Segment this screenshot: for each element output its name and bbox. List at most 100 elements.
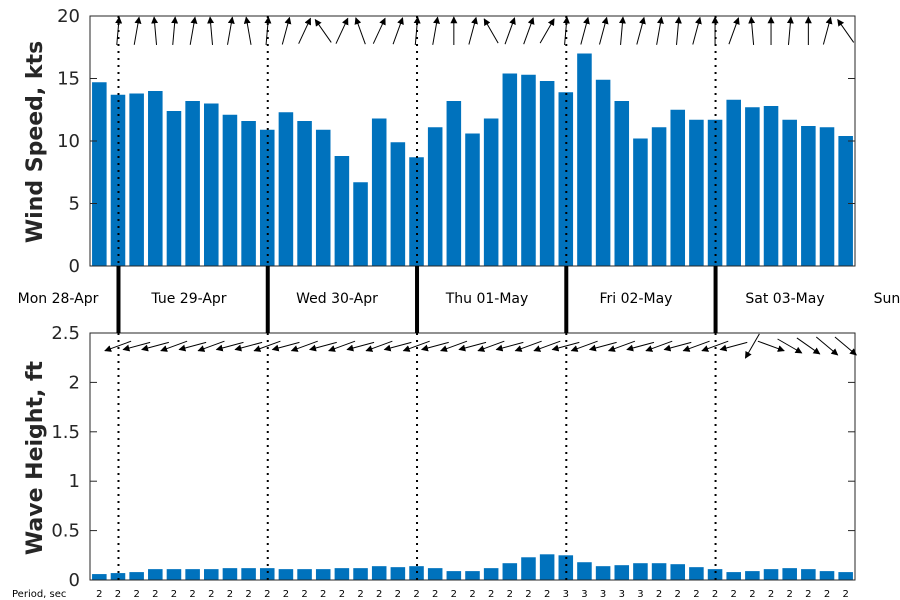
wave-direction-arrow	[834, 336, 857, 356]
wave-bar	[707, 569, 723, 580]
wave-direction-arrow	[365, 340, 393, 352]
wind-bar	[371, 118, 387, 266]
wave-bar	[297, 569, 312, 580]
wind-direction-arrow	[656, 16, 664, 45]
wave-bar	[371, 566, 387, 580]
wave-direction-arrow	[458, 341, 487, 352]
period-value: 2	[227, 589, 233, 600]
wave-bar	[259, 568, 275, 580]
wave-direction-arrow	[383, 341, 412, 352]
wave-bar	[539, 554, 555, 580]
wind-direction-arrow	[636, 16, 646, 45]
wind-bar	[166, 111, 182, 266]
wind-direction-arrow	[580, 16, 590, 45]
wave-direction-arrow	[122, 341, 151, 352]
period-value: 2	[451, 589, 457, 600]
wave-direction-arrow	[420, 341, 449, 352]
period-value: 2	[208, 589, 214, 600]
wind-direction-arrow	[171, 16, 179, 45]
wind-bar	[801, 126, 816, 266]
period-value: 3	[581, 589, 587, 600]
period-value: 3	[563, 589, 569, 600]
wave-direction-arrow	[160, 340, 188, 352]
wave-bar	[558, 555, 574, 580]
wave-bar	[427, 568, 443, 580]
period-value: 2	[787, 589, 793, 600]
wind-bar	[670, 109, 686, 266]
period-value: 2	[432, 589, 438, 600]
day-label: Mon 28-Apr	[18, 291, 99, 307]
wind-bar	[92, 82, 107, 266]
wave-direction-arrow	[402, 340, 430, 352]
wind-bar	[409, 157, 424, 266]
wave-bar	[465, 571, 480, 580]
wind-direction-arrow	[483, 18, 499, 44]
wave-direction-arrow	[104, 340, 132, 352]
wave-bar	[689, 567, 704, 580]
period-value: 2	[339, 589, 345, 600]
period-value: 2	[824, 589, 830, 600]
wave-bar	[521, 557, 536, 580]
wind-direction-arrow	[822, 16, 833, 45]
period-value: 2	[675, 589, 681, 600]
period-value: 2	[525, 589, 531, 600]
period-value: 2	[189, 589, 195, 600]
wind-direction-arrow	[264, 16, 272, 45]
wave-bar	[92, 574, 107, 580]
wind-direction-arrow	[413, 16, 421, 45]
wave-direction-arrow	[682, 340, 710, 352]
wind-bar	[558, 92, 574, 266]
wind-bar	[502, 73, 518, 266]
wind-direction-arrow	[786, 16, 794, 45]
wave-axes-box	[89, 332, 856, 581]
wind-direction-arrow	[504, 17, 516, 45]
period-value: 3	[619, 589, 625, 600]
period-value: 2	[395, 589, 401, 600]
wave-bar	[409, 566, 424, 580]
wind-bar	[539, 81, 555, 266]
wind-direction-arrow	[837, 18, 855, 43]
wind-bar	[148, 91, 163, 266]
period-value: 2	[805, 589, 811, 600]
wave-bar	[222, 568, 238, 580]
wind-direction-arrow	[599, 16, 609, 45]
wind-bar	[427, 127, 443, 266]
wave-bar	[595, 566, 611, 580]
wave-direction-arrow	[744, 333, 760, 359]
wave-bar	[763, 569, 779, 580]
wave-bar	[577, 562, 592, 580]
wind-direction-arrow	[314, 18, 332, 43]
wave-bar	[633, 563, 648, 580]
wind-bar	[595, 79, 611, 266]
wind-bar	[633, 138, 648, 266]
wave-bar	[614, 565, 630, 580]
wind-bar	[763, 106, 779, 266]
wave-bar	[651, 563, 667, 580]
wind-direction-arrow	[151, 16, 159, 45]
wave-direction-arrow	[178, 341, 207, 352]
wind-bar	[315, 129, 331, 266]
wave-bar	[782, 568, 797, 580]
period-value: 2	[488, 589, 494, 600]
wave-direction-arrow	[570, 340, 598, 352]
wave-direction-arrow	[514, 340, 542, 352]
wave-direction-arrow	[309, 341, 337, 352]
wind-ytick-label: 15	[57, 69, 80, 90]
wind-bar	[465, 133, 480, 266]
period-value: 2	[264, 589, 270, 600]
wind-direction-arrow	[468, 16, 478, 45]
wave-direction-arrow	[533, 340, 561, 352]
wind-bar	[110, 94, 126, 266]
wave-direction-arrow	[477, 340, 505, 352]
period-value: 2	[115, 589, 121, 600]
wind-direction-arrow	[618, 16, 626, 45]
wave-ytick-label: 0	[69, 570, 80, 591]
wave-bar	[745, 571, 760, 580]
period-axis-label: Period, sec	[12, 589, 66, 600]
wave-direction-arrow	[588, 341, 617, 352]
day-label: Wed 30-Apr	[296, 291, 378, 307]
wind-direction-arrow	[227, 16, 235, 45]
wave-direction-arrow	[551, 341, 580, 352]
wave-bar	[726, 572, 741, 580]
wind-direction-arrow	[335, 17, 349, 44]
